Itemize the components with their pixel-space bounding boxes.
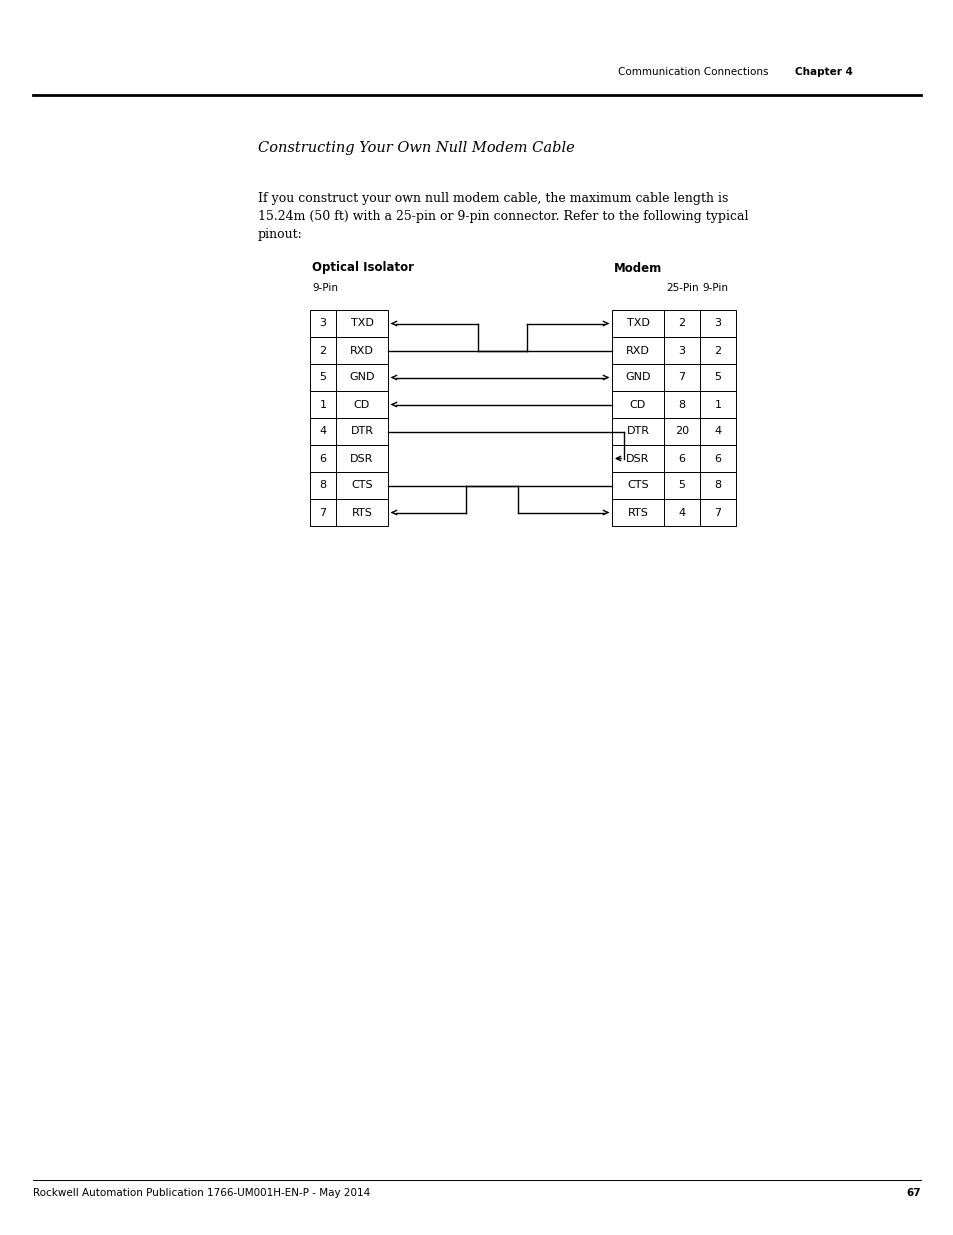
Text: If you construct your own null modem cable, the maximum cable length is: If you construct your own null modem cab… xyxy=(257,191,727,205)
Bar xyxy=(310,472,388,499)
Text: DTR: DTR xyxy=(626,426,649,436)
Text: 4: 4 xyxy=(714,426,720,436)
Text: 1: 1 xyxy=(319,399,326,410)
Text: Constructing Your Own Null Modem Cable: Constructing Your Own Null Modem Cable xyxy=(257,141,574,156)
Bar xyxy=(310,364,388,391)
Text: RTS: RTS xyxy=(352,508,372,517)
Text: CD: CD xyxy=(629,399,645,410)
Bar xyxy=(612,472,735,499)
Text: 4: 4 xyxy=(678,508,685,517)
Text: 9-Pin: 9-Pin xyxy=(312,283,337,293)
Text: TXD: TXD xyxy=(350,319,373,329)
Text: 20: 20 xyxy=(674,426,688,436)
Text: 7: 7 xyxy=(319,508,326,517)
Text: 5: 5 xyxy=(319,373,326,383)
Bar xyxy=(310,499,388,526)
Text: 9-Pin: 9-Pin xyxy=(701,283,727,293)
Bar xyxy=(612,364,735,391)
Text: 8: 8 xyxy=(714,480,720,490)
Text: GND: GND xyxy=(349,373,375,383)
Bar xyxy=(310,391,388,417)
Text: Communication Connections: Communication Connections xyxy=(618,67,768,77)
Bar xyxy=(310,417,388,445)
Text: 8: 8 xyxy=(319,480,326,490)
Text: 3: 3 xyxy=(678,346,685,356)
Text: 7: 7 xyxy=(714,508,720,517)
Bar xyxy=(612,310,735,337)
Bar xyxy=(612,445,735,472)
Bar xyxy=(612,417,735,445)
Text: 5: 5 xyxy=(714,373,720,383)
Text: DSR: DSR xyxy=(626,453,649,463)
Text: 67: 67 xyxy=(905,1188,920,1198)
Text: 6: 6 xyxy=(678,453,685,463)
Bar xyxy=(310,337,388,364)
Text: 15.24m (50 ft) with a 25-pin or 9-pin connector. Refer to the following typical: 15.24m (50 ft) with a 25-pin or 9-pin co… xyxy=(257,210,748,224)
Text: Optical Isolator: Optical Isolator xyxy=(312,262,414,274)
Text: 1: 1 xyxy=(714,399,720,410)
Text: 2: 2 xyxy=(678,319,685,329)
Text: 3: 3 xyxy=(714,319,720,329)
Text: Modem: Modem xyxy=(614,262,661,274)
Bar xyxy=(310,310,388,337)
Bar xyxy=(612,337,735,364)
Text: Chapter 4: Chapter 4 xyxy=(794,67,852,77)
Text: RTS: RTS xyxy=(627,508,648,517)
Text: 8: 8 xyxy=(678,399,685,410)
Text: RXD: RXD xyxy=(625,346,649,356)
Text: Rockwell Automation Publication 1766-UM001H-EN-P - May 2014: Rockwell Automation Publication 1766-UM0… xyxy=(33,1188,370,1198)
Text: 2: 2 xyxy=(714,346,720,356)
Text: DTR: DTR xyxy=(350,426,374,436)
Text: pinout:: pinout: xyxy=(257,228,302,241)
Text: 6: 6 xyxy=(714,453,720,463)
Text: 4: 4 xyxy=(319,426,326,436)
Bar xyxy=(612,391,735,417)
Text: 5: 5 xyxy=(678,480,685,490)
Bar xyxy=(612,499,735,526)
Text: CTS: CTS xyxy=(626,480,648,490)
Text: TXD: TXD xyxy=(626,319,649,329)
Text: CTS: CTS xyxy=(351,480,373,490)
Text: DSR: DSR xyxy=(350,453,374,463)
Text: 6: 6 xyxy=(319,453,326,463)
Text: RXD: RXD xyxy=(350,346,374,356)
Text: GND: GND xyxy=(624,373,650,383)
Text: 2: 2 xyxy=(319,346,326,356)
Bar xyxy=(310,445,388,472)
Text: 7: 7 xyxy=(678,373,685,383)
Text: CD: CD xyxy=(354,399,370,410)
Text: 25-Pin: 25-Pin xyxy=(665,283,698,293)
Text: 3: 3 xyxy=(319,319,326,329)
